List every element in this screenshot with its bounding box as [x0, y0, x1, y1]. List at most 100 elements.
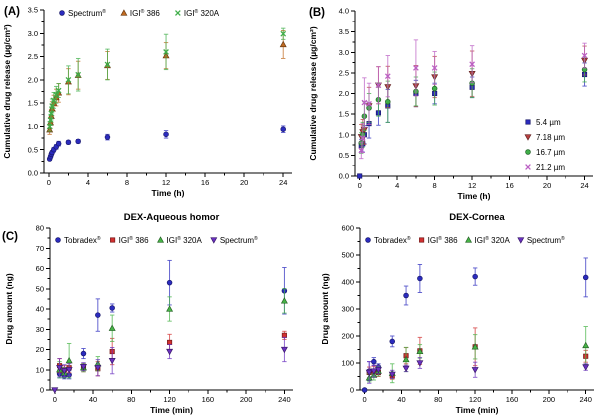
data-point-marker: [365, 237, 371, 243]
data-point-marker: [280, 30, 287, 37]
panel-c-aqueous-humor: (C) DEX-Aqueous homor 0 40 80 120 160 200 240 0 10…: [0, 210, 300, 420]
x-tick-label: 120: [163, 395, 176, 404]
y-tick-label: 30: [36, 325, 44, 334]
x-tick-label: 12: [468, 181, 476, 190]
chart-title: DEX-Cornea: [449, 212, 505, 223]
y-axis-label: Drug amount (ng): [4, 273, 14, 344]
x-tick-label: 0: [53, 395, 57, 404]
legend-label: 7.18 µm: [536, 133, 565, 142]
data-point-marker: [95, 312, 101, 318]
legend: Tobradex® IGI® 386 IGI® 320A Spectrum®: [55, 235, 258, 245]
y-tick-label: 0: [40, 386, 44, 395]
panel-a: (A) 0 4 8 12 16 20 24 0.0 0.5 1.0 1.5 2.0 2.5 3.0 3.5 Ti…: [0, 0, 300, 210]
legend: 5.4 µm 7.18 µm 16.7 µm 21.2 µm: [524, 118, 565, 172]
data-point-marker: [419, 237, 425, 243]
y-tick-label: 60: [36, 264, 44, 273]
panel-b: (B) 0 4 8 12 16 20 24 0.0 0.5 1.0 1.5 2.0 2.5 3.0 3.5 4.…: [300, 0, 600, 210]
y-tick-label: 0.0: [28, 169, 38, 178]
data-point-marker: [50, 97, 57, 104]
data-point-marker: [357, 173, 363, 179]
data-point-marker: [120, 9, 128, 16]
data-point-marker: [167, 339, 173, 345]
data-point-marker: [75, 71, 82, 78]
legend-label: IGI® 386: [119, 235, 149, 245]
data-point-marker: [104, 134, 111, 140]
legend-label: IGI® 386: [130, 8, 160, 18]
x-tick-label: 240: [579, 395, 592, 404]
data-point-marker: [375, 82, 382, 89]
x-tick-label: 20: [543, 181, 551, 190]
y-tick-label: 3.0: [28, 29, 38, 38]
x-tick-label: 24: [279, 178, 287, 187]
y-tick-label: 400: [341, 278, 354, 287]
data-point-marker: [280, 346, 288, 354]
data-point-marker: [582, 341, 590, 349]
data-point-marker: [471, 367, 479, 374]
data-point-marker: [94, 365, 102, 372]
data-point-marker: [525, 164, 531, 170]
x-tick-label: 200: [240, 395, 253, 404]
x-axis-label: Time (min): [150, 405, 193, 415]
data-point-marker: [46, 123, 53, 130]
y-tick-label: 1.0: [28, 122, 38, 131]
data-point-marker: [56, 365, 64, 372]
series-spectrum-: [46, 125, 286, 162]
y-tick-label: 500: [341, 251, 354, 260]
x-tick-label: 160: [202, 395, 215, 404]
data-point-marker: [431, 85, 438, 92]
x-tick-label: 0: [363, 395, 367, 404]
data-point-marker: [402, 365, 410, 373]
legend: Tobradex® IGI® 386 IGI® 320A Spectrum®: [365, 235, 565, 245]
data-point-marker: [388, 371, 396, 379]
panel-c-aqueous-chart: (C) DEX-Aqueous homor 0 40 80 120 160 200 240 0 10…: [0, 210, 300, 420]
y-tick-label: 100: [341, 359, 354, 368]
data-point-marker: [280, 126, 286, 132]
legend-label: IGI® 320A: [184, 8, 220, 18]
y-tick-label: 300: [341, 305, 354, 314]
data-point-marker: [359, 135, 366, 141]
y-tick-label: 2.5: [28, 52, 38, 61]
data-point-marker: [163, 131, 169, 138]
legend-label: 5.4 µm: [536, 118, 561, 127]
legend-label: Spectrum®: [68, 8, 106, 18]
y-tick-label: 1.5: [339, 110, 349, 119]
data-point-marker: [416, 347, 424, 355]
y-tick-label: 70: [36, 244, 44, 253]
data-point-marker: [358, 147, 365, 154]
legend-label: IGI® 320A: [475, 235, 511, 245]
legend-label: Spectrum®: [220, 235, 258, 245]
series-21.2-m: [358, 39, 588, 160]
legend-label: Tobradex®: [374, 235, 411, 245]
data-point-marker: [108, 324, 116, 331]
y-tick-label: 4.0: [339, 7, 349, 16]
x-tick-label: 80: [127, 395, 135, 404]
data-point-marker: [51, 387, 59, 394]
data-point-marker: [384, 73, 391, 80]
data-point-marker: [365, 369, 373, 377]
y-axis-label: Cumulative drug release (µg/cm²): [2, 24, 12, 158]
panel-label: (C): [2, 231, 18, 243]
data-point-marker: [582, 274, 589, 281]
y-axis-label: Cumulative drug release (µg/cm²): [308, 26, 318, 160]
data-point-marker: [281, 332, 287, 338]
y-tick-label: 50: [36, 284, 44, 293]
y-axis: 0 100 200 300 400 500 600: [341, 224, 360, 395]
legend-label: 16.7 µm: [536, 148, 565, 157]
data-point-marker: [109, 305, 115, 311]
y-axis: 0.0 0.5 1.0 1.5 2.0 2.5 3.0 3.5: [28, 6, 44, 178]
data-point-marker: [65, 139, 72, 146]
x-axis: 0 4 8 12 16 20 24: [358, 176, 589, 190]
data-point-marker: [166, 279, 173, 286]
data-point-marker: [280, 297, 288, 304]
x-tick-label: 40: [397, 395, 405, 404]
data-point-marker: [361, 99, 368, 106]
x-tick-label: 24: [580, 181, 588, 190]
data-point-marker: [166, 348, 174, 356]
y-tick-label: 1.0: [339, 130, 349, 139]
y-axis-label: Drug amount (ng): [320, 273, 330, 344]
x-tick-label: 160: [506, 395, 519, 404]
chart-title: DEX-Aqueous homor: [124, 212, 220, 223]
y-tick-label: 3.0: [339, 48, 349, 57]
data-point-marker: [48, 110, 55, 117]
y-tick-label: 200: [341, 332, 354, 341]
